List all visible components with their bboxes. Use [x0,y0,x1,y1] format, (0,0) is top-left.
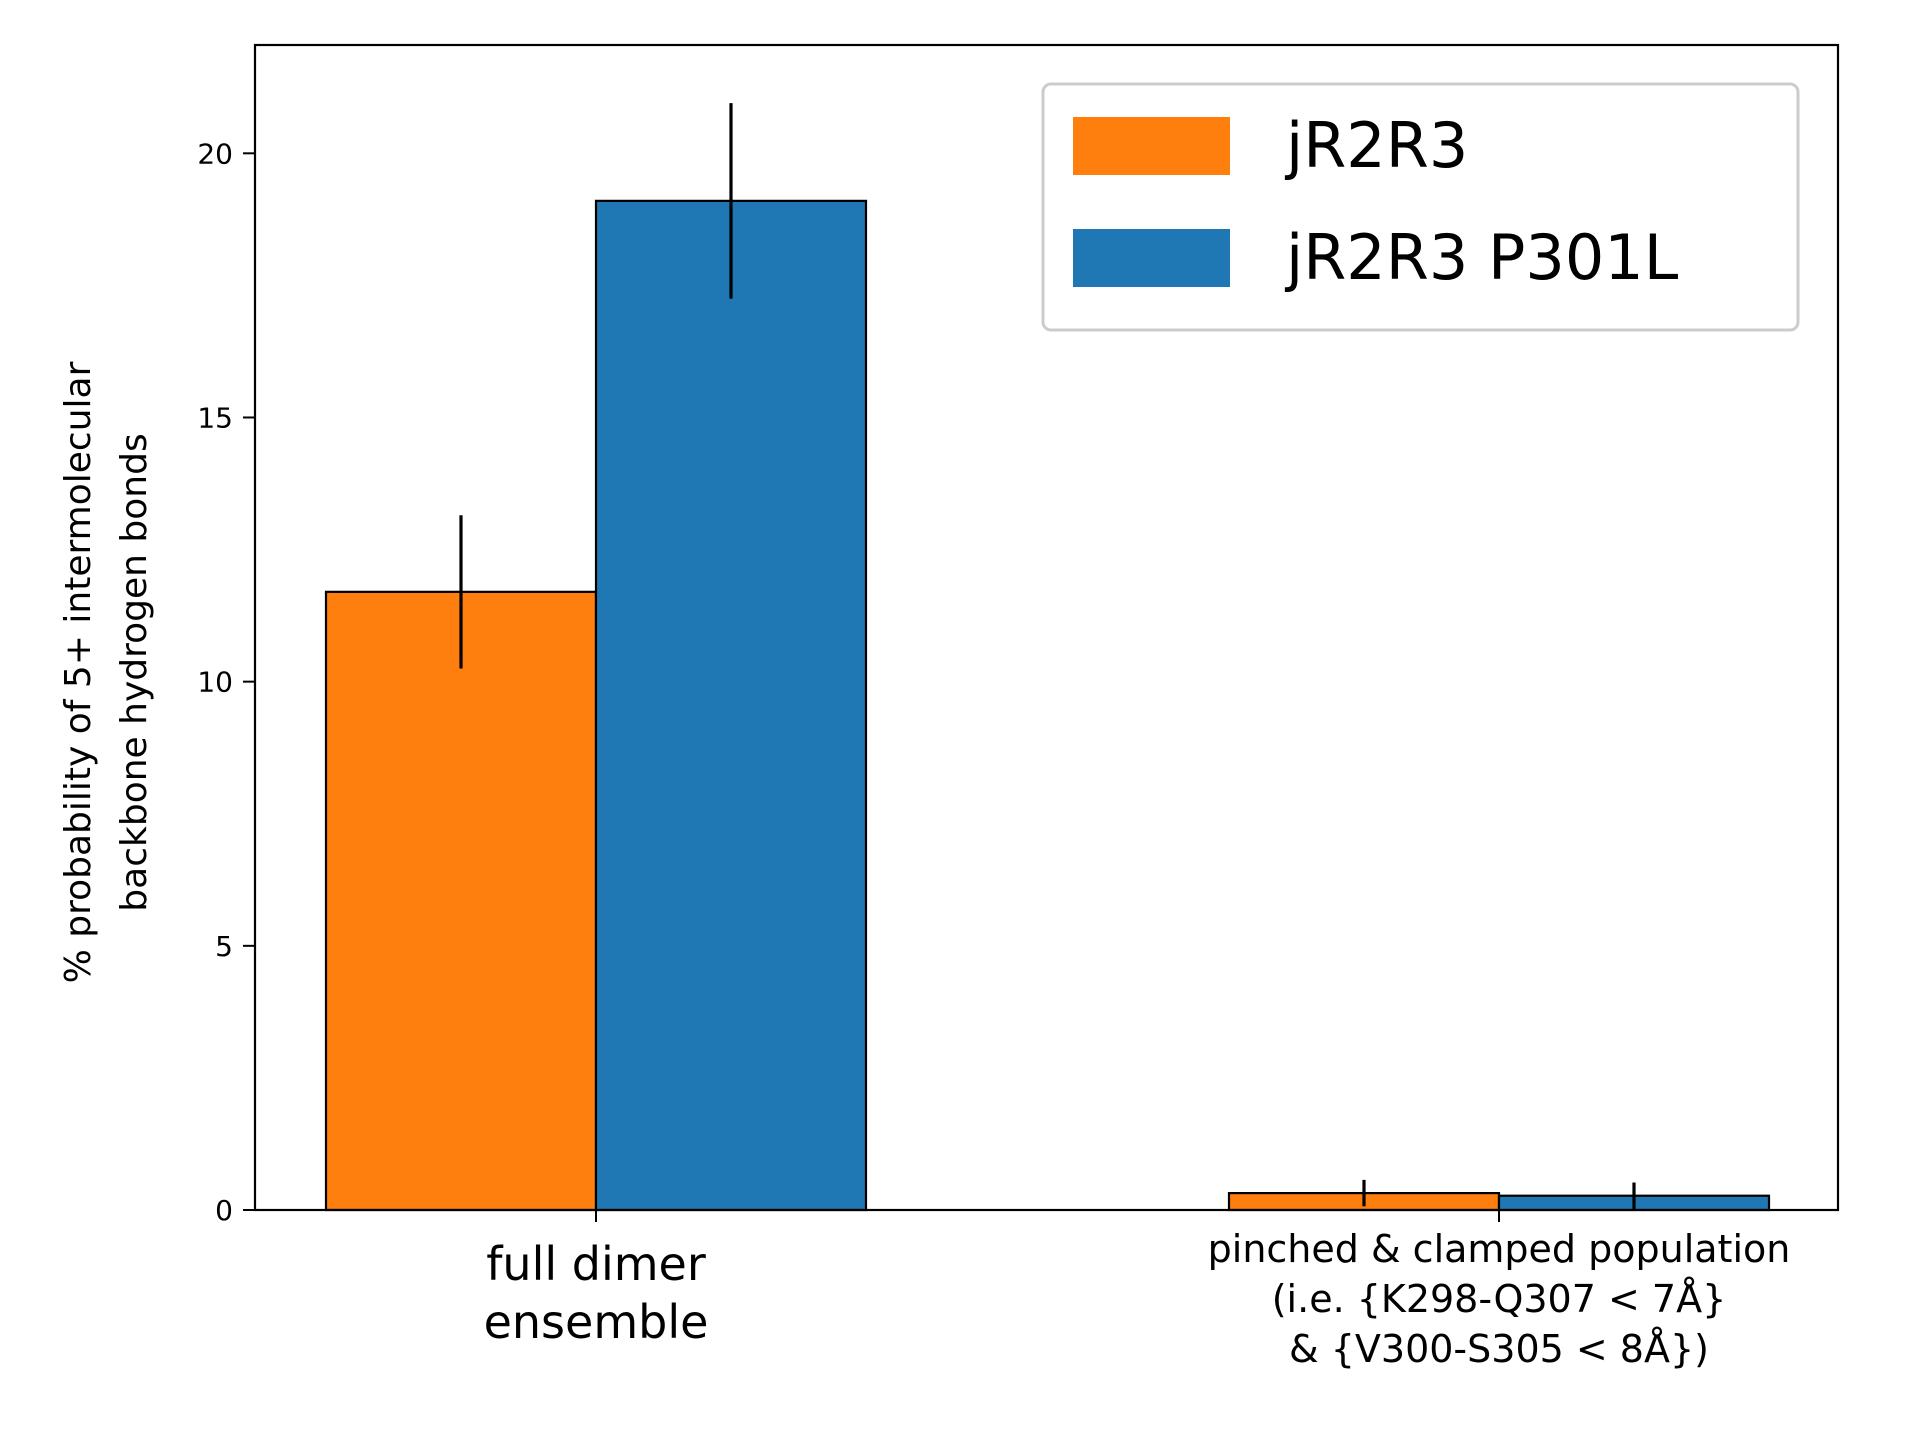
y-label-line: backbone hydrogen bonds [114,433,155,911]
legend-swatch [1073,229,1230,287]
bars-layer [324,199,1771,1212]
errorbars-layer [459,103,1636,1209]
legend: jR2R3 jR2R3 P301L [1041,82,1800,332]
legend-box [1041,82,1800,332]
y-tick-label: 0 [215,1194,233,1227]
x-tick-label: & {V300-S305 < 8Å}) [1289,1327,1709,1371]
y-tick-label: 5 [215,930,233,963]
bar-jr2r3-p301l-0 [594,199,868,1212]
x-tick-label: (i.e. {K298-Q307 < 7Å} [1272,1277,1727,1321]
legend-label: jR2R3 [1284,109,1468,182]
y-tick-label: 15 [197,401,233,434]
x-tick-label: full dimer [486,1237,706,1291]
bar-jr2r3-0 [324,590,598,1212]
x-tick-label: ensemble [484,1295,709,1349]
x-tick-label: pinched & clamped population [1208,1227,1791,1271]
legend-swatch [1073,117,1230,175]
y-tick-label: 10 [197,666,233,699]
plot-frame [253,43,1840,1212]
y-axis-label: % probability of 5+ intermolecular backbo… [58,361,155,983]
legend-label: jR2R3 P301L [1284,221,1679,294]
y-tick-label: 20 [197,137,233,170]
y-axis: 0 5 10 15 20 [197,137,255,1227]
y-label-line: % probability of 5+ intermolecular [58,361,99,983]
